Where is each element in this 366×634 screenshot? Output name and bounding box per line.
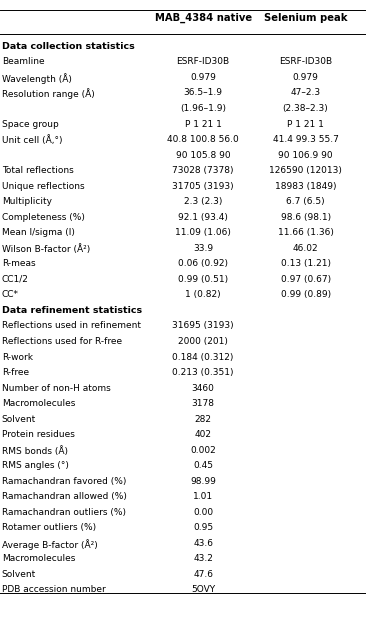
- Text: RMS angles (°): RMS angles (°): [2, 462, 69, 470]
- Text: Resolution range (Å): Resolution range (Å): [2, 89, 94, 100]
- Text: 40.8 100.8 56.0: 40.8 100.8 56.0: [167, 135, 239, 144]
- Text: Wavelength (Å): Wavelength (Å): [2, 73, 72, 84]
- Text: Multiplicity: Multiplicity: [2, 197, 52, 206]
- Text: 47–2.3: 47–2.3: [291, 89, 321, 98]
- Text: Total reflections: Total reflections: [2, 166, 74, 175]
- Text: 0.002: 0.002: [190, 446, 216, 455]
- Text: 0.95: 0.95: [193, 524, 213, 533]
- Text: 90 106.9 90: 90 106.9 90: [278, 151, 333, 160]
- Text: R-meas: R-meas: [2, 259, 36, 268]
- Text: Unique reflections: Unique reflections: [2, 182, 85, 191]
- Text: Ramachandran favored (%): Ramachandran favored (%): [2, 477, 126, 486]
- Text: R-free: R-free: [2, 368, 29, 377]
- Text: 1 (0.82): 1 (0.82): [185, 290, 221, 299]
- Text: 0.13 (1.21): 0.13 (1.21): [281, 259, 330, 268]
- Text: MAB_4384 native: MAB_4384 native: [154, 13, 252, 23]
- Text: 46.02: 46.02: [293, 244, 318, 253]
- Text: ESRF-ID30B: ESRF-ID30B: [176, 58, 230, 67]
- Text: 6.7 (6.5): 6.7 (6.5): [286, 197, 325, 206]
- Text: 0.213 (0.351): 0.213 (0.351): [172, 368, 234, 377]
- Text: 98.6 (98.1): 98.6 (98.1): [281, 213, 330, 222]
- Text: 3460: 3460: [192, 384, 214, 392]
- Text: (2.38–2.3): (2.38–2.3): [283, 104, 329, 113]
- Text: ESRF-ID30B: ESRF-ID30B: [279, 58, 332, 67]
- Text: 5OVY: 5OVY: [191, 586, 215, 595]
- Text: 0.979: 0.979: [190, 73, 216, 82]
- Text: 92.1 (93.4): 92.1 (93.4): [178, 213, 228, 222]
- Text: Number of non-H atoms: Number of non-H atoms: [2, 384, 111, 392]
- Text: P 1 21 1: P 1 21 1: [185, 119, 221, 129]
- Text: Beamline: Beamline: [2, 58, 44, 67]
- Text: 282: 282: [195, 415, 212, 424]
- Text: 31695 (3193): 31695 (3193): [172, 321, 234, 330]
- Text: (1.96–1.9): (1.96–1.9): [180, 104, 226, 113]
- Text: 47.6: 47.6: [193, 570, 213, 579]
- Text: 0.06 (0.92): 0.06 (0.92): [178, 259, 228, 268]
- Text: 73028 (7378): 73028 (7378): [172, 166, 234, 175]
- Text: P 1 21 1: P 1 21 1: [287, 119, 324, 129]
- Text: CC*: CC*: [2, 290, 19, 299]
- Text: Solvent: Solvent: [2, 570, 36, 579]
- Text: 0.979: 0.979: [293, 73, 318, 82]
- Text: 402: 402: [195, 430, 212, 439]
- Text: Completeness (%): Completeness (%): [2, 213, 85, 222]
- Text: 33.9: 33.9: [193, 244, 213, 253]
- Text: Solvent: Solvent: [2, 415, 36, 424]
- Text: 0.184 (0.312): 0.184 (0.312): [172, 353, 234, 361]
- Text: 11.09 (1.06): 11.09 (1.06): [175, 228, 231, 237]
- Text: 2000 (201): 2000 (201): [178, 337, 228, 346]
- Text: 0.45: 0.45: [193, 462, 213, 470]
- Text: 43.6: 43.6: [193, 539, 213, 548]
- Text: 98.99: 98.99: [190, 477, 216, 486]
- Text: R-work: R-work: [2, 353, 33, 361]
- Text: 11.66 (1.36): 11.66 (1.36): [278, 228, 333, 237]
- Text: 2.3 (2.3): 2.3 (2.3): [184, 197, 222, 206]
- Text: Reflections used in refinement: Reflections used in refinement: [2, 321, 141, 330]
- Text: Average B-factor (Å²): Average B-factor (Å²): [2, 539, 98, 550]
- Text: Rotamer outliers (%): Rotamer outliers (%): [2, 524, 96, 533]
- Text: Data refinement statistics: Data refinement statistics: [2, 306, 142, 315]
- Text: Protein residues: Protein residues: [2, 430, 75, 439]
- Text: 0.00: 0.00: [193, 508, 213, 517]
- Text: Unit cell (Å,°): Unit cell (Å,°): [2, 135, 62, 145]
- Text: Space group: Space group: [2, 119, 59, 129]
- Text: PDB accession number: PDB accession number: [2, 586, 105, 595]
- Text: 31705 (3193): 31705 (3193): [172, 182, 234, 191]
- Text: Mean I/sigma (I): Mean I/sigma (I): [2, 228, 75, 237]
- Text: 126590 (12013): 126590 (12013): [269, 166, 342, 175]
- Text: 90 105.8 90: 90 105.8 90: [176, 151, 231, 160]
- Text: RMS bonds (Å): RMS bonds (Å): [2, 446, 68, 456]
- Text: Macromolecules: Macromolecules: [2, 554, 75, 564]
- Text: 0.99 (0.51): 0.99 (0.51): [178, 275, 228, 284]
- Text: 41.4 99.3 55.7: 41.4 99.3 55.7: [273, 135, 339, 144]
- Text: 18983 (1849): 18983 (1849): [275, 182, 336, 191]
- Text: 1.01: 1.01: [193, 493, 213, 501]
- Text: CC1/2: CC1/2: [2, 275, 29, 284]
- Text: Data collection statistics: Data collection statistics: [2, 42, 135, 51]
- Text: Ramachandran allowed (%): Ramachandran allowed (%): [2, 493, 127, 501]
- Text: Ramachandran outliers (%): Ramachandran outliers (%): [2, 508, 126, 517]
- Text: Selenium peak: Selenium peak: [264, 13, 347, 23]
- Text: Wilson B-factor (Å²): Wilson B-factor (Å²): [2, 244, 90, 254]
- Text: Macromolecules: Macromolecules: [2, 399, 75, 408]
- Text: 43.2: 43.2: [193, 554, 213, 564]
- Text: 36.5–1.9: 36.5–1.9: [184, 89, 223, 98]
- Text: 0.97 (0.67): 0.97 (0.67): [281, 275, 330, 284]
- Text: Reflections used for R-free: Reflections used for R-free: [2, 337, 122, 346]
- Text: 0.99 (0.89): 0.99 (0.89): [281, 290, 330, 299]
- Text: 3178: 3178: [192, 399, 214, 408]
